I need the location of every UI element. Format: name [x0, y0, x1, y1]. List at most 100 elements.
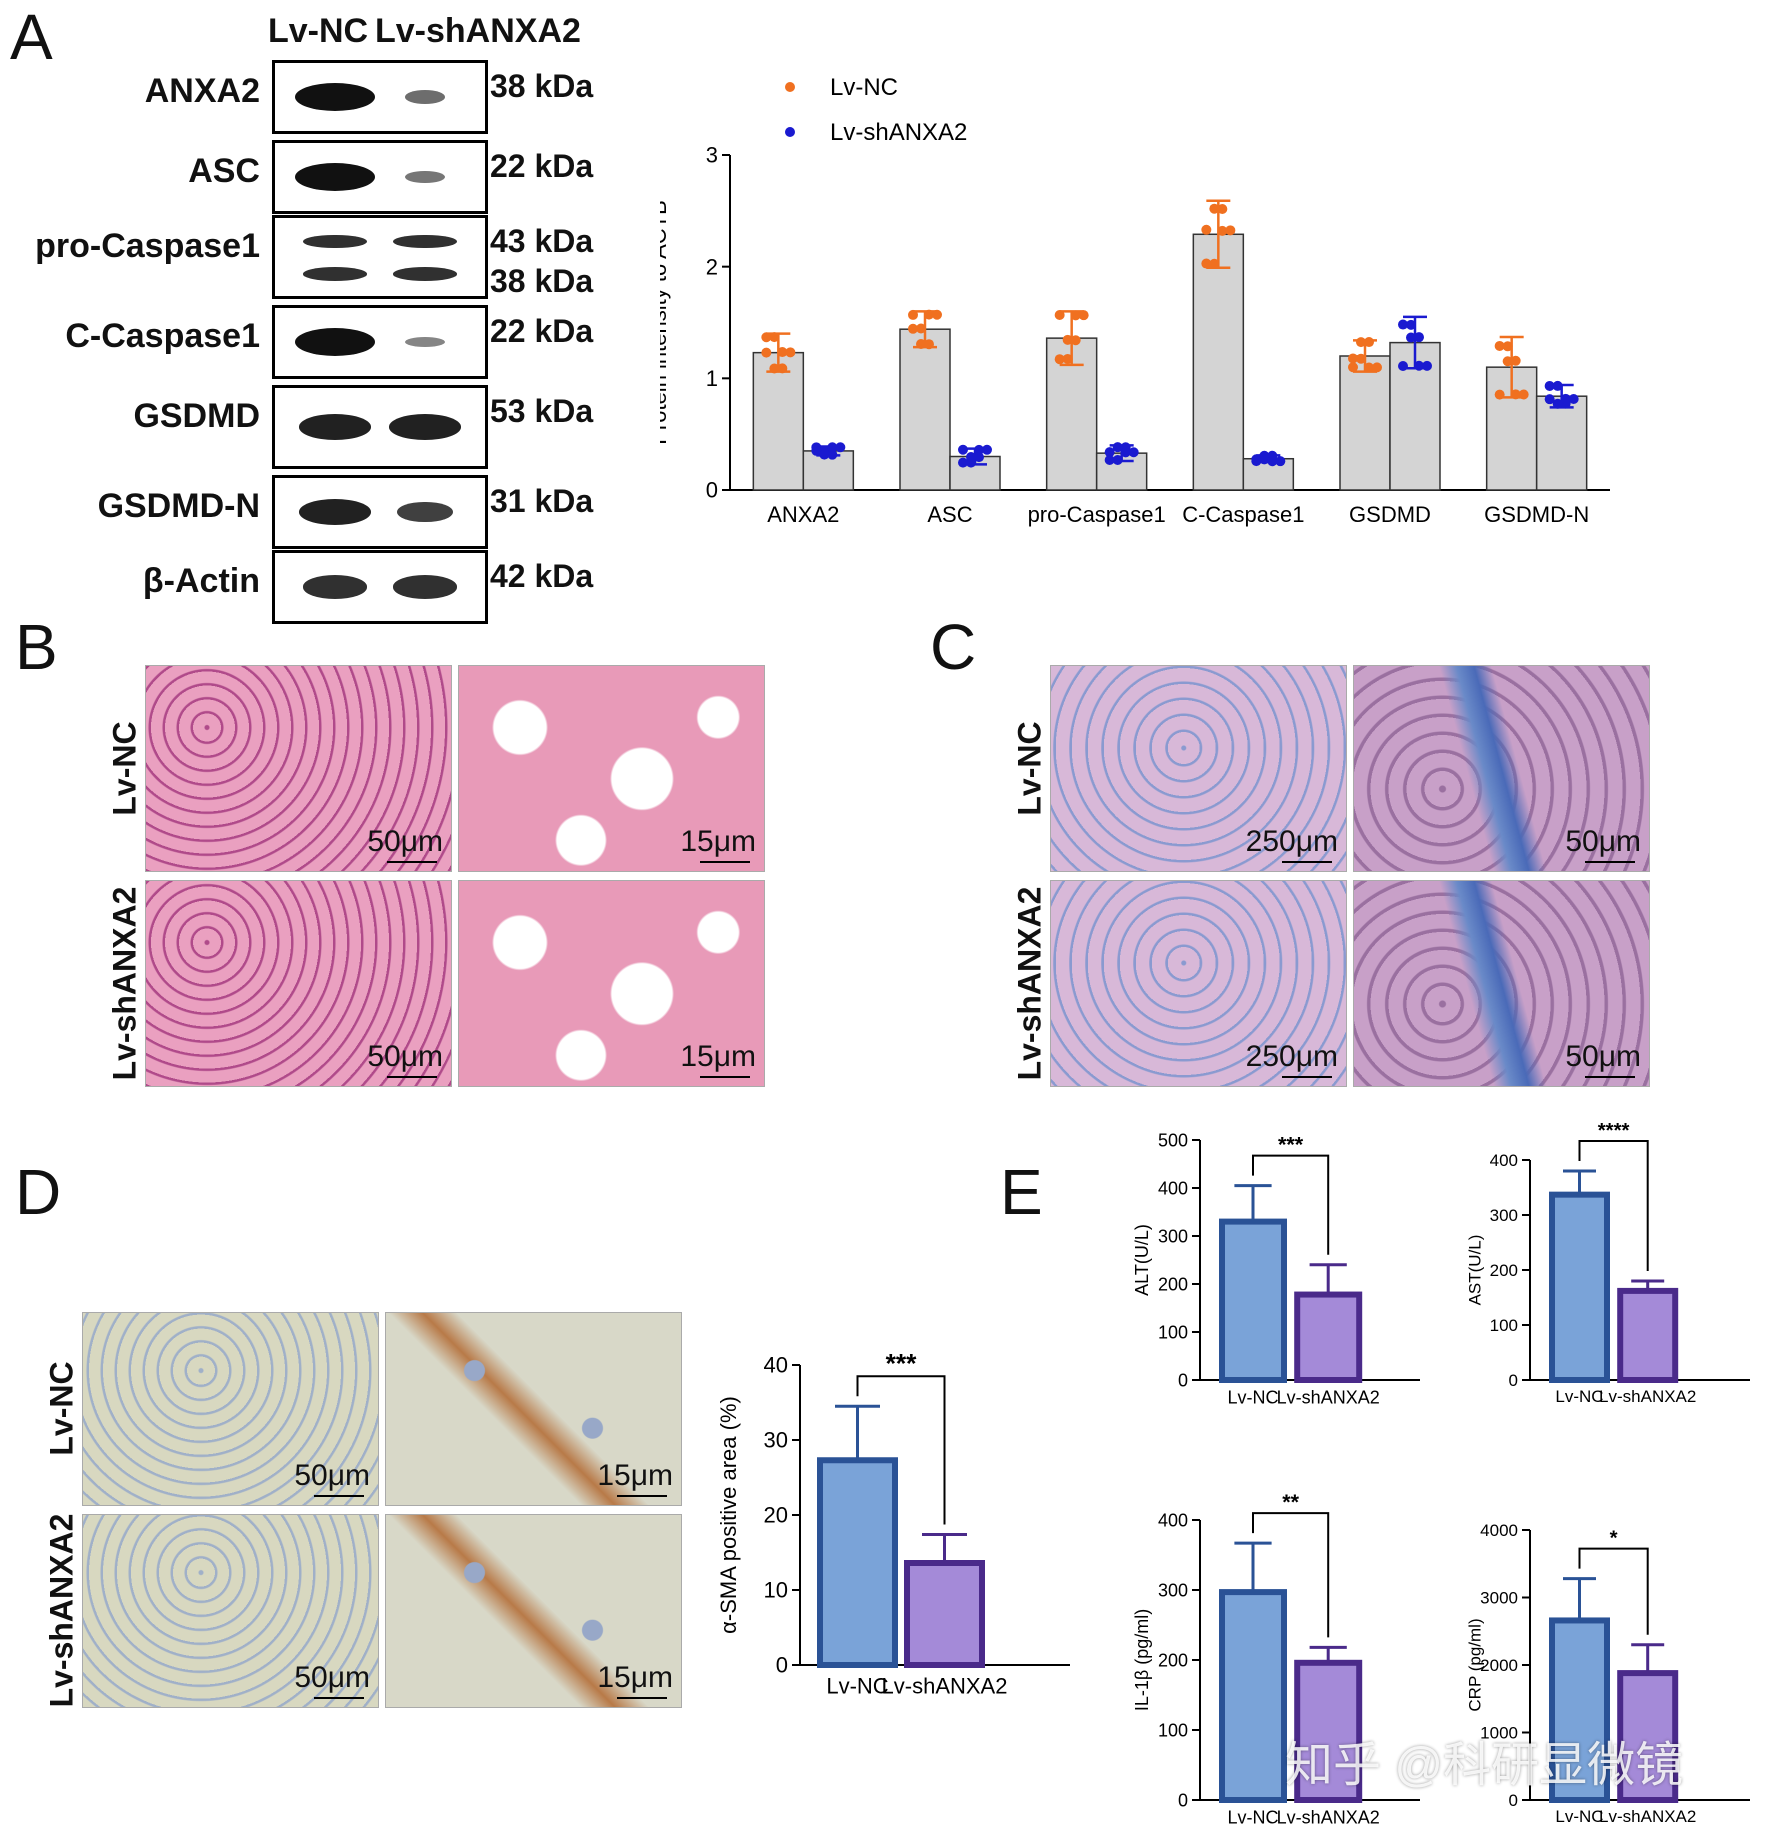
- chart-a-dot-3-0-5: [1209, 203, 1220, 214]
- blot-label-6: β-Actin: [142, 562, 260, 600]
- chart-a-protein-intensity: 0 1 2 3 Protein intensity to ACTB ANXA2 ASC pro…: [660, 74, 1610, 527]
- chart-d-xtick-label-1: Lv-shANXA2: [882, 1674, 1008, 1699]
- chart-e4-ytick-label-2: 2000: [1480, 1656, 1518, 1675]
- hist-b-scale-label-1-0: 50μm: [367, 1040, 443, 1073]
- chart-a-xtick-label-0: ANXA2: [767, 502, 839, 527]
- hist-b-scale-label-0-0: 50μm: [367, 825, 443, 858]
- hist-c-image-1-0: 250μm: [1050, 880, 1347, 1087]
- chart-e4-ytick-label-1: 1000: [1480, 1723, 1518, 1742]
- chart-e1-sig-label: ***: [1278, 1132, 1304, 1157]
- band-2-1-0: [303, 267, 367, 281]
- hist-c-scalebar-0-1: [1585, 861, 1635, 863]
- chart-a-dot-5-0-4: [1494, 340, 1505, 351]
- chart-a-dot-0-0-3: [785, 347, 796, 358]
- kda-label-6-0: 42 kDa: [490, 558, 594, 594]
- chart-e3-ytick-label-0: 0: [1178, 1790, 1188, 1810]
- chart-a-dot-1-0-4: [908, 323, 918, 334]
- hist-c-scalebar-1-0: [1282, 1076, 1332, 1078]
- chart-a-dot-4-1-2: [1414, 332, 1424, 343]
- chart-a-dot-2-0-3: [1078, 310, 1089, 321]
- chart-d-ytick-label-0: 0: [776, 1653, 788, 1678]
- band-3-0-0: [295, 328, 375, 356]
- chart-a-dot-2-0-1: [1062, 353, 1073, 364]
- hist-d-scalebar-0-0: [314, 1495, 364, 1497]
- hist-c-scale-label-1-1: 50μm: [1565, 1040, 1641, 1073]
- hist-b-image-0-0: 50μm: [145, 665, 452, 872]
- chart-e2-ylabel: AST(U/L): [1466, 1235, 1485, 1306]
- band-5-0-0: [299, 499, 371, 525]
- chart-a-xtick-label-2: pro-Caspase1: [1028, 502, 1166, 527]
- hist-d-image-1-0: 50μm: [82, 1514, 379, 1708]
- hist-d-image-0-0: 50μm: [82, 1312, 379, 1506]
- chart-a-ytick-label-2: 2: [706, 254, 718, 279]
- kda-label-3-0: 22 kDa: [490, 313, 594, 349]
- chart-a-dot-5-0-6: [1510, 389, 1521, 400]
- chart-e-crp: 0 1000 2000 3000 4000 CRP (pg/ml) Lv-NCLv-shAN…: [1466, 1521, 1750, 1826]
- hist-c-image-1-1: 50μm: [1353, 880, 1650, 1087]
- chart-a-dot-1-1-2: [974, 452, 984, 463]
- chart-d-ylabel: α-SMA positive area (%): [716, 1396, 741, 1634]
- panel-letter-d: D: [15, 1156, 62, 1228]
- band-6-0-0: [303, 575, 367, 599]
- chart-e2-bar-1: [1617, 1287, 1679, 1383]
- chart-a-dot-5-0-0: [1494, 389, 1505, 400]
- blot-label-1: ASC: [188, 152, 260, 190]
- chart-e2-xtick-label-0: Lv-NC: [1555, 1387, 1603, 1406]
- kda-label-2-0: 43 kDa: [490, 223, 594, 259]
- chart-a-bar-4-0: [1339, 355, 1391, 491]
- chart-e3-bar-0: [1219, 1589, 1287, 1803]
- chart-e3-ytick-label-4: 400: [1158, 1510, 1188, 1530]
- hist-c-scale-label-0-0: 250μm: [1245, 825, 1338, 858]
- chart-a-dot-1-0-1: [916, 323, 926, 334]
- chart-a-dot-2-1-5: [1112, 442, 1123, 453]
- hist-b-image-1-0: 50μm: [145, 880, 452, 1087]
- chart-a-dot-5-0-5: [1502, 356, 1513, 367]
- chart-d-ytick-label-3: 30: [764, 1428, 788, 1453]
- kda-label-5-0: 31 kDa: [490, 483, 594, 519]
- chart-a-dot-4-0-2: [1364, 337, 1374, 348]
- chart-d-xtick-label-0: Lv-NC: [826, 1674, 888, 1699]
- chart-a-ytick-label-1: 1: [706, 366, 718, 391]
- chart-a-dot-5-1-1: [1552, 380, 1563, 391]
- chart-e1-ytick-label-5: 500: [1158, 1130, 1188, 1150]
- chart-e3-xtick-label-0: Lv-NC: [1227, 1807, 1278, 1827]
- chart-a-dot-2-0-4: [1054, 354, 1065, 365]
- chart-a-dot-1-1-5: [966, 451, 976, 462]
- chart-a-dot-5-1-0: [1544, 394, 1555, 405]
- chart-e3-ylabel: IL-1β (pg/ml): [1132, 1609, 1152, 1711]
- chart-a-dot-2-0-6: [1070, 310, 1081, 321]
- blot-box-0: [272, 60, 488, 134]
- chart-e1-ytick-label-4: 400: [1158, 1178, 1188, 1198]
- hist-b-scale-label-1-1: 15μm: [680, 1040, 756, 1073]
- chart-e4-xtick-label-0: Lv-NC: [1555, 1807, 1603, 1826]
- hist-d-image-1-1: 15μm: [385, 1514, 682, 1708]
- band-1-0-0: [295, 163, 375, 191]
- chart-e3-xtick-label-1: Lv-shANXA2: [1277, 1807, 1380, 1827]
- blot-box-2: [272, 215, 488, 299]
- chart-a-dot-4-1-4: [1398, 319, 1408, 330]
- chart-a-dot-1-0-5: [916, 339, 926, 350]
- panel-letter-a: A: [10, 1, 53, 73]
- chart-a-dot-5-0-2: [1510, 355, 1521, 366]
- chart-a-legend-label-0: Lv-NC: [830, 74, 898, 101]
- chart-e2-ytick-label-4: 400: [1490, 1151, 1518, 1170]
- chart-a-dot-4-0-5: [1356, 337, 1366, 348]
- chart-d-bar-1: [904, 1560, 985, 1668]
- chart-a-dot-5-1-5: [1552, 398, 1563, 409]
- chart-a-dot-2-1-0: [1104, 447, 1115, 458]
- hist-c-scalebar-1-1: [1585, 1076, 1635, 1078]
- hist-d-scalebar-0-1: [617, 1495, 667, 1497]
- blot-box-3: [272, 305, 488, 379]
- chart-a-dot-5-0-1: [1502, 341, 1513, 352]
- chart-a-dot-4-1-1: [1406, 319, 1416, 330]
- chart-e4-sig-bracket: [1578, 1547, 1649, 1635]
- blot-label-2: pro-Caspase1: [35, 227, 260, 265]
- hist-b-scalebar-1-0: [387, 1076, 437, 1078]
- chart-a-dot-1-0-6: [924, 309, 934, 320]
- chart-a-xtick-label-4: GSDMD: [1349, 502, 1431, 527]
- blot-label-5: GSDMD-N: [97, 487, 260, 525]
- chart-d-ytick-label-2: 20: [764, 1503, 788, 1528]
- chart-e3-ytick-label-1: 100: [1158, 1720, 1188, 1740]
- chart-a-dot-1-0-3: [932, 309, 942, 320]
- lane-label-nc: Lv-NC: [268, 12, 369, 50]
